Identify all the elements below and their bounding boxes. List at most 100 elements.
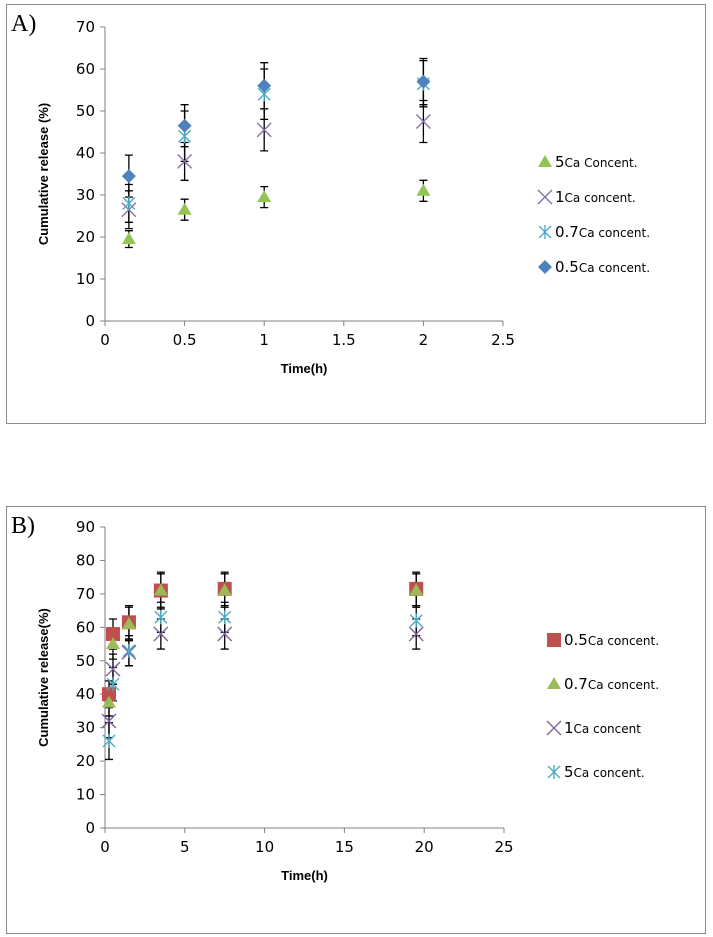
legend-item-2: 1Ca concent [546, 719, 641, 737]
data-point [105, 661, 121, 677]
panel-label-a: A) [11, 11, 37, 37]
data-point [218, 610, 232, 625]
series-2 [104, 618, 421, 739]
x-tick-label: 2.5 [491, 331, 515, 349]
y-tick-label: 70 [76, 18, 95, 36]
series-markers-0 [121, 183, 431, 245]
series-3 [124, 57, 428, 198]
data-point [217, 626, 233, 642]
data-point [121, 232, 136, 245]
legend-marker [538, 225, 552, 239]
x-tick-label: 2 [419, 331, 429, 349]
legend-item-2: 0.7Ca concent. [538, 223, 650, 241]
data-point [105, 627, 120, 642]
data-point [101, 695, 116, 708]
data-point [409, 613, 423, 628]
series-1 [104, 573, 421, 717]
data-point [256, 122, 272, 138]
legend-label: 0.7Ca concent. [564, 675, 659, 693]
y-tick-label: 0 [85, 312, 95, 330]
legend-label: 5Ca concent. [564, 763, 645, 781]
legend-marker [547, 765, 561, 779]
legend-text: Ca concent. [565, 191, 636, 205]
y-tick-label: 30 [76, 719, 95, 737]
legend-label: 0.7Ca concent. [555, 223, 650, 241]
x-tick-label: 10 [255, 838, 274, 856]
legend-item-3: 0.5Ca concent. [538, 258, 650, 276]
x-tick-label: 0.5 [173, 331, 197, 349]
data-point [257, 78, 272, 93]
legend-value: 5 [555, 153, 565, 171]
series-1 [124, 99, 428, 230]
x-tick-label: 5 [180, 838, 190, 856]
data-point [101, 713, 117, 729]
series-markers-1 [101, 583, 424, 708]
data-point [409, 583, 424, 596]
x-axis-title: Time(h) [281, 361, 328, 376]
x-tick-label: 1.5 [332, 331, 356, 349]
y-tick-label: 50 [76, 652, 95, 670]
legend-item-1: 0.7Ca concent. [547, 675, 659, 693]
legend-text: Ca concent. [579, 261, 650, 275]
y-tick-label: 90 [76, 518, 95, 536]
series-markers-0 [101, 581, 424, 702]
data-point [106, 677, 120, 692]
legend-item-1: 1Ca concent. [537, 188, 636, 206]
data-point [416, 183, 431, 196]
y-tick-label: 60 [76, 60, 95, 78]
y-tick-label: 10 [76, 270, 95, 288]
chart-panel-a: A) 0 10 20 30 40 50 60 70 0 0.5 1 1.5 2 2.5 Time(h) Cum… [6, 4, 706, 424]
y-axis-title: Cumulative release (%) [36, 103, 51, 245]
x-axis-title: Time(h) [281, 868, 328, 883]
legend-marker [537, 189, 553, 205]
y-tick-label: 70 [76, 585, 95, 603]
legend-text: Ca concent. [579, 226, 650, 240]
legend-value: 0.5 [555, 258, 579, 276]
series-markers-3 [121, 74, 431, 184]
data-point [217, 583, 232, 596]
data-point [257, 190, 272, 203]
legend-value: 1 [564, 719, 574, 737]
legend-text: Ca concent. [574, 766, 645, 780]
x-tick-label: 15 [335, 838, 354, 856]
legend-item-0: 0.5Ca concent. [547, 631, 659, 649]
series-2 [124, 59, 428, 223]
legend-item-3: 5Ca concent. [547, 763, 645, 781]
series-3 [104, 601, 421, 761]
data-point [416, 74, 431, 89]
data-point [154, 610, 168, 625]
data-point [102, 734, 116, 749]
y-tick-label: 60 [76, 618, 95, 636]
legend-text: Ca concent. [588, 634, 659, 648]
legend-text: Ca concent. [588, 678, 659, 692]
legend-marker [538, 260, 552, 274]
data-point [105, 637, 120, 650]
x-tick-label: 20 [415, 838, 434, 856]
y-tick-label: 0 [85, 819, 95, 837]
data-point [122, 643, 136, 658]
x-tick-label: 25 [494, 838, 513, 856]
legend-item-0: 5Ca Concent. [538, 153, 638, 171]
y-tick-label: 50 [76, 102, 95, 120]
legend-text: Ca Concent. [565, 156, 638, 170]
chart-panel-b: B) 0 10 20 30 40 50 60 70 80 90 0 5 10 15 20 25 Time(h) C… [6, 506, 706, 934]
data-point [177, 202, 192, 215]
series-markers-3 [102, 610, 423, 749]
data-point [177, 118, 192, 133]
legend-label: 0.5Ca concent. [555, 258, 650, 276]
data-point [153, 583, 168, 596]
y-tick-label: 80 [76, 551, 95, 569]
y-tick-label: 40 [76, 685, 95, 703]
legend-label: 1Ca concent [564, 719, 641, 737]
legend-marker [538, 155, 552, 167]
x-tick-label: 0 [100, 331, 110, 349]
data-point [121, 616, 136, 629]
chart-a: 0 10 20 30 40 50 60 70 0 0.5 1 1.5 2 2.5 Time(h) Cumula… [36, 18, 650, 376]
data-point [408, 626, 424, 642]
series-0 [104, 571, 421, 709]
data-point [121, 169, 136, 184]
y-tick-label: 20 [76, 228, 95, 246]
y-tick-label: 40 [76, 144, 95, 162]
series-markers-2 [122, 76, 430, 211]
